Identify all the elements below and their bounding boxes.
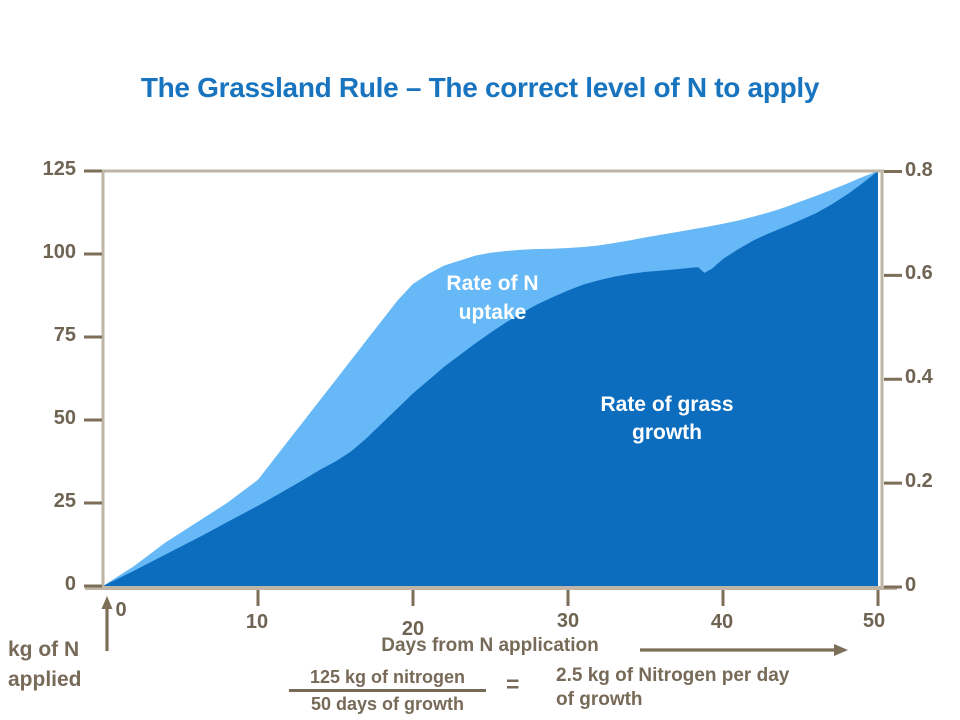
fraction-denominator: 50 days of growth xyxy=(310,694,465,714)
x-axis-tick-label: 50 xyxy=(862,610,886,632)
right-axis-tick-label: 0.2 xyxy=(905,470,933,493)
chart-arrows xyxy=(101,596,848,656)
left-axis-tick-label: 0 xyxy=(64,573,76,595)
x-axis-tick-label: 10 xyxy=(245,611,269,633)
growth-area xyxy=(103,171,878,586)
right-axis-tick-label: 0.8 xyxy=(905,158,933,181)
right-axis-tick-label: 0.4 xyxy=(905,366,933,389)
fraction-bar xyxy=(289,689,486,692)
right-axis-tick-label: 0 xyxy=(905,574,917,596)
left-axis-tick-label: 100 xyxy=(42,241,76,263)
left-axis-tick-label: 125 xyxy=(42,158,76,180)
result-line2: of growth xyxy=(556,689,643,710)
left-axis-tick-label: 25 xyxy=(53,490,76,512)
x-axis-tick-label: 20 xyxy=(401,618,425,640)
left-axis-tick-label: 50 xyxy=(53,407,76,429)
x-axis-tick-label: 40 xyxy=(710,611,734,633)
kg-applied-arrow-head xyxy=(101,596,113,609)
fraction-numerator: 125 kg of nitrogen xyxy=(309,667,466,687)
right-axis-tick-label: 0.6 xyxy=(905,262,933,285)
chart-axes xyxy=(85,169,897,590)
x-axis-title: Days from N application xyxy=(381,635,599,656)
uptake-label-line1: Rate of N xyxy=(446,272,539,295)
y-axis-title: kg of N applied xyxy=(8,635,118,695)
growth-label-line2: growth xyxy=(632,421,702,444)
equals-sign: = xyxy=(506,671,520,697)
x-axis-tick-label: 0 xyxy=(115,599,127,621)
left-axis-tick-label: 75 xyxy=(53,324,76,346)
growth-area-label: Rate of grass growth xyxy=(577,391,757,447)
y-axis-title-line1: kg of N xyxy=(8,638,80,661)
x-axis-tick-label: 30 xyxy=(556,610,580,632)
y-axis-title-line2: applied xyxy=(8,668,82,691)
chart-areas xyxy=(103,171,878,586)
growth-label-line1: Rate of grass xyxy=(600,393,734,416)
days-arrow-head xyxy=(834,644,848,656)
chart-ticks xyxy=(84,169,902,606)
chart-title: The Grassland Rule – The correct level o… xyxy=(140,72,820,103)
uptake-label-line2: uptake xyxy=(458,301,527,324)
result-line1: 2.5 kg of Nitrogen per day xyxy=(556,665,790,686)
uptake-area-label: Rate of N uptake xyxy=(405,269,580,327)
